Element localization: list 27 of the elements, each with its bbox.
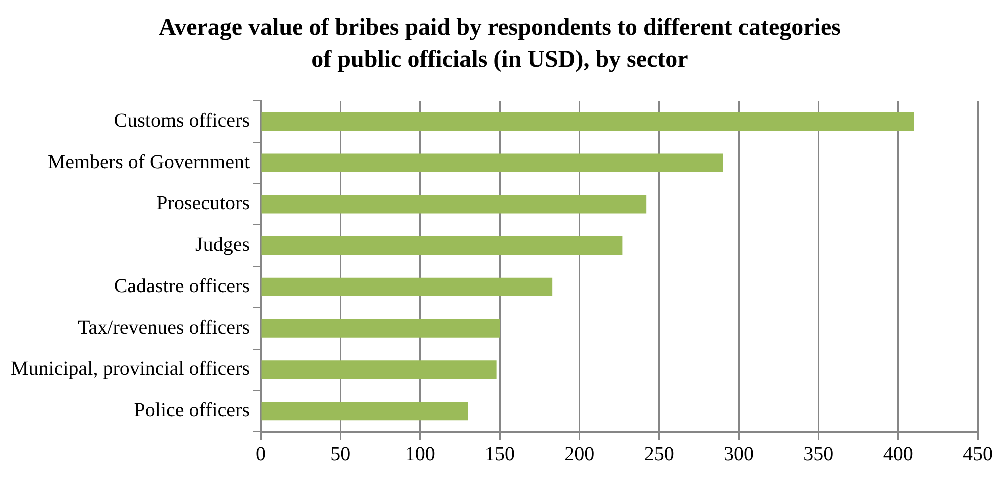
x-tick-label: 300 (724, 443, 754, 466)
x-tick-label: 400 (883, 443, 914, 466)
y-tick-label: Police officers (134, 400, 250, 422)
y-tick-label: Municipal, provincial officers (10, 358, 250, 380)
y-tick-label: Members of Government (48, 151, 250, 174)
chart-title: Average value of bribes paid by respondents to different categories of public officials (in USD), by sector (158, 14, 842, 75)
bar (262, 360, 497, 380)
bar (262, 236, 623, 256)
bar (262, 319, 500, 338)
bar (262, 154, 724, 172)
x-tick-label: 150 (485, 443, 516, 466)
x-tick-label: 50 (330, 443, 351, 466)
bar (262, 112, 914, 131)
x-tick-label: 450 (963, 443, 993, 466)
bar (262, 278, 553, 296)
y-tick-label: Customs officers (114, 110, 250, 132)
y-tick-label: Prosecutors (156, 192, 250, 215)
bar (262, 195, 647, 214)
x-tick-label: 350 (804, 443, 834, 466)
y-tick-label: Tax/revenues officers (78, 316, 250, 339)
x-tick-label: 0 (256, 443, 266, 466)
y-tick-label: Cadastre officers (114, 275, 250, 298)
x-tick-label: 100 (405, 443, 436, 466)
bar (262, 402, 468, 421)
x-tick-label: 200 (564, 443, 595, 466)
x-tick-label: 250 (644, 443, 674, 466)
y-tick-label: Judges (196, 234, 250, 256)
